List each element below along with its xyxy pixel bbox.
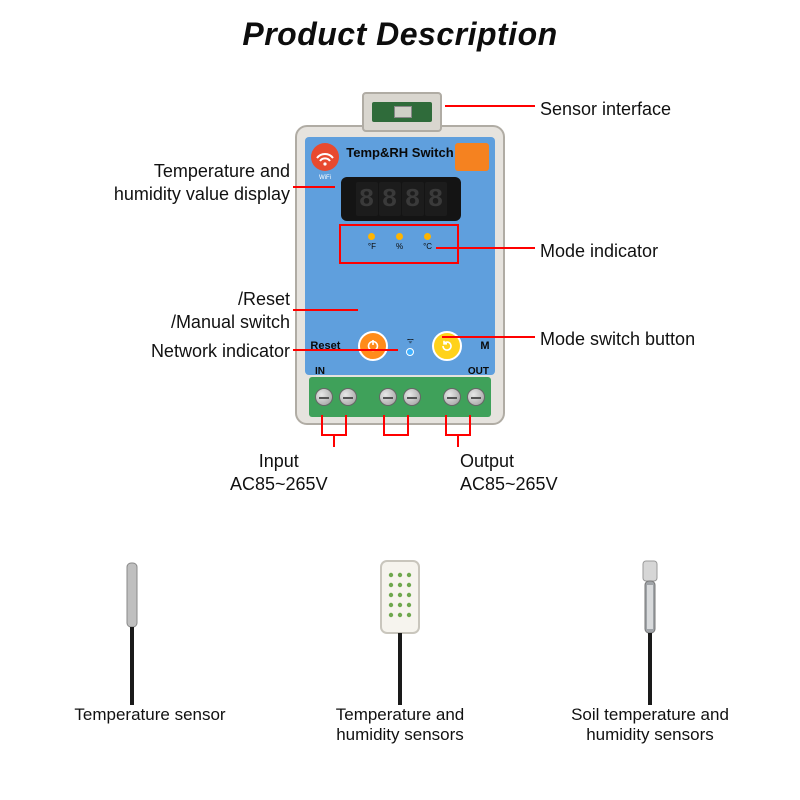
- callout-sensor-interface: Sensor interface: [540, 98, 671, 121]
- sensor-interface-slot: [362, 92, 442, 132]
- out-label: OUT: [468, 366, 489, 377]
- terminal-mid: [379, 388, 421, 406]
- temp-sensor-icon: [95, 555, 205, 705]
- callout-input: Input AC85~265V: [230, 450, 328, 495]
- network-indicator-led: [406, 348, 414, 356]
- terminal-block: [309, 377, 491, 417]
- sensor-temp-hum: Temperature and humidity sensors: [290, 555, 510, 745]
- mode-f-label: °F: [368, 242, 376, 251]
- screw-icon: [443, 388, 461, 406]
- terminal-in: [315, 388, 357, 406]
- mode-c-label: °C: [423, 242, 432, 251]
- mode-pct-label: %: [396, 242, 403, 251]
- soil-sensor-icon: [595, 555, 705, 705]
- mode-c: °C: [423, 233, 432, 251]
- sensor-soil-label: Soil temperature and humidity sensors: [571, 705, 729, 745]
- m-label: M: [480, 340, 489, 352]
- callout-output: Output AC85~265V: [460, 450, 558, 495]
- led-pct-icon: [396, 233, 403, 240]
- device-body: WiFi Temp&RH Switch °F % °C Res: [295, 125, 505, 425]
- tuya-badge-icon: [455, 143, 489, 171]
- led-f-icon: [368, 233, 375, 240]
- page-title: Product Description: [0, 16, 800, 53]
- mode-f: °F: [368, 233, 376, 251]
- terminal-out: [443, 388, 485, 406]
- mode-switch-button[interactable]: [432, 331, 462, 361]
- button-row: Reset ᯤ M: [305, 331, 495, 361]
- callout-reset: /Reset /Manual switch: [80, 288, 290, 333]
- screw-icon: [467, 388, 485, 406]
- sensor-temp-label: Temperature sensor: [74, 705, 225, 725]
- sensor-temp: Temperature sensor: [40, 555, 260, 725]
- wifi-small-icon: ᯤ: [407, 335, 414, 346]
- screw-icon: [379, 388, 397, 406]
- screw-icon: [339, 388, 357, 406]
- reset-button[interactable]: [358, 331, 388, 361]
- temp-hum-sensor-icon: [345, 555, 455, 705]
- callout-network: Network indicator: [60, 340, 290, 363]
- reset-label: Reset: [310, 340, 340, 352]
- mode-pct: %: [396, 233, 403, 251]
- wifi-text: WiFi: [311, 175, 339, 181]
- sensor-temp-hum-label: Temperature and humidity sensors: [336, 705, 465, 745]
- screw-icon: [403, 388, 421, 406]
- sensor-soil: Soil temperature and humidity sensors: [540, 555, 760, 745]
- led-c-icon: [424, 233, 431, 240]
- in-label: IN: [315, 366, 325, 377]
- seg-digit: [425, 182, 447, 216]
- seg-digit: [356, 182, 378, 216]
- callout-mode-switch: Mode switch button: [540, 328, 695, 351]
- sensor-chip: [394, 106, 412, 118]
- sensor-board: [372, 102, 432, 122]
- screw-icon: [315, 388, 333, 406]
- callout-display: Temperature and humidity value display: [40, 160, 290, 205]
- lcd-display: [341, 177, 461, 221]
- callout-mode-indicator: Mode indicator: [540, 240, 658, 263]
- seg-digit: [379, 182, 401, 216]
- seg-digit: [402, 182, 424, 216]
- device-faceplate: WiFi Temp&RH Switch °F % °C Res: [305, 137, 495, 375]
- mode-indicator-row: °F % °C: [305, 233, 495, 251]
